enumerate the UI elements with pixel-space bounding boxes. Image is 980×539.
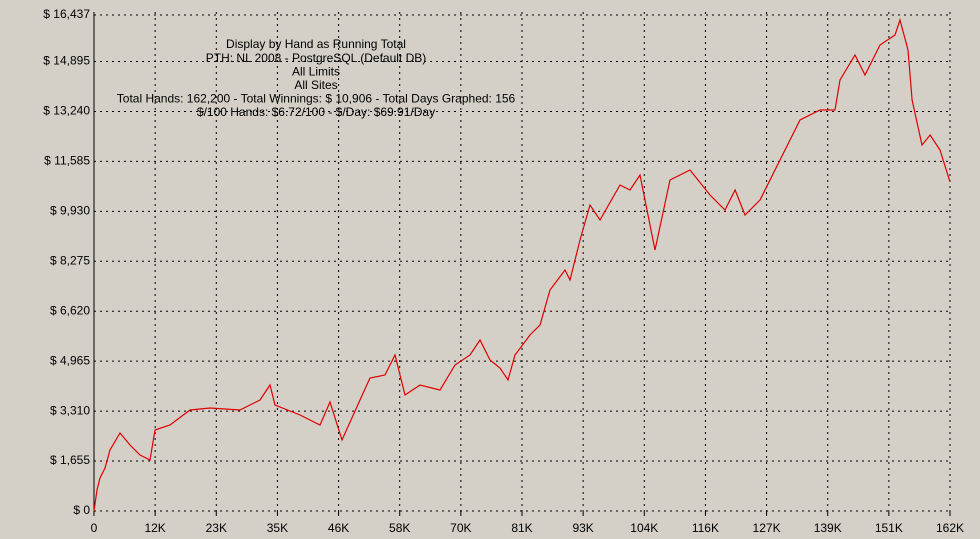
x-tick-label: 151K — [875, 521, 903, 535]
annotation: All Limits — [292, 64, 340, 78]
x-tick-label: 46K — [328, 521, 349, 535]
y-tick-label: $ 8,275 — [50, 253, 90, 267]
x-tick-label: 70K — [450, 521, 471, 535]
y-tick-label: $ 0 — [73, 503, 90, 517]
x-tick-label: 35K — [267, 521, 288, 535]
x-tick-label: 12K — [144, 521, 165, 535]
y-tick-label: $ 13,240 — [43, 104, 90, 118]
y-tick-label: $ 4,965 — [50, 353, 90, 367]
x-tick-label: 23K — [206, 521, 227, 535]
annotation: All Sites — [294, 78, 337, 92]
annotation: Total Hands: 162,200 - Total Winnings: $… — [117, 92, 516, 106]
annotation: PTH: NL 2008 - PostgreSQL (Default DB) — [206, 51, 427, 65]
x-tick-label: 0 — [91, 521, 98, 535]
y-tick-label: $ 3,310 — [50, 403, 90, 417]
x-tick-label: 104K — [630, 521, 658, 535]
y-tick-label: $ 14,895 — [43, 54, 90, 68]
x-tick-label: 162K — [936, 521, 964, 535]
x-tick-label: 93K — [572, 521, 593, 535]
annotation: $/100 Hands: $6.72/100 - $/Day: $69.91/D… — [197, 105, 435, 119]
annotation: Display by Hand as Running Total — [226, 37, 406, 51]
y-tick-label: $ 1,655 — [50, 453, 90, 467]
y-tick-label: $ 6,620 — [50, 303, 90, 317]
line — [93, 17, 951, 512]
x-tick-label: 139K — [814, 521, 842, 535]
y-tick-label: $ 16,437 — [43, 7, 90, 21]
x-tick-label: 58K — [389, 521, 410, 535]
x-tick-label: 116K — [692, 521, 719, 535]
x-tick-label: 127K — [753, 521, 781, 535]
y-tick-label: $ 9,930 — [50, 204, 90, 218]
x-tick-label: 81K — [511, 521, 532, 535]
y-tick-label: $ 11,585 — [44, 154, 90, 168]
